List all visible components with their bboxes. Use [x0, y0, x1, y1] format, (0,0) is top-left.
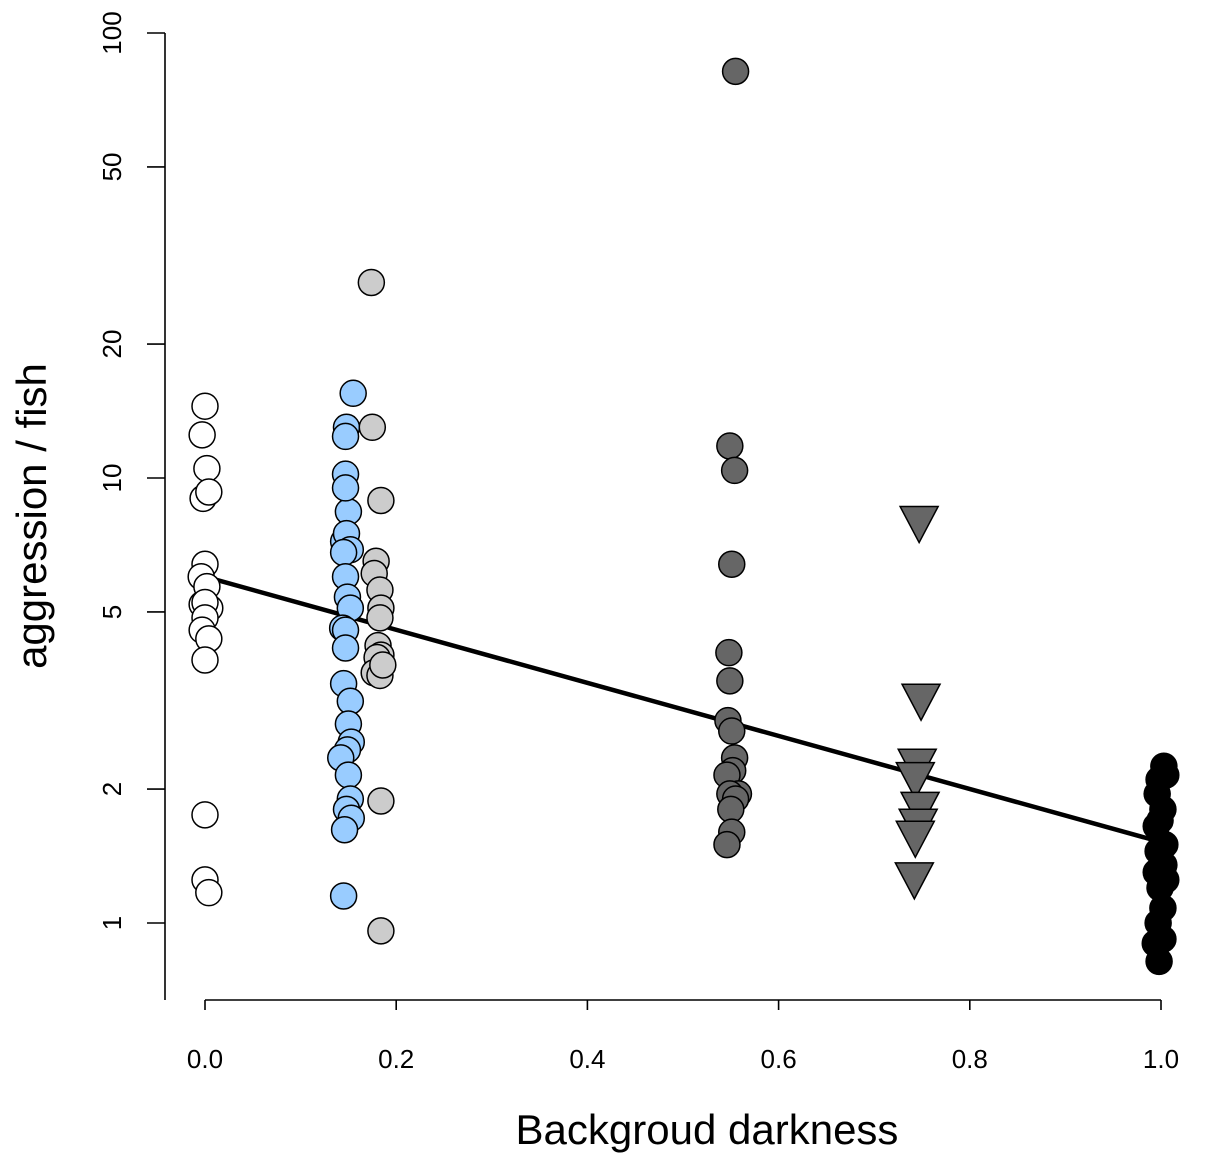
data-points: [187, 57, 1180, 976]
data-point: [358, 413, 387, 442]
x-tick-label: 0.0: [187, 1044, 223, 1074]
data-point: [336, 687, 365, 716]
data-point: [367, 917, 395, 945]
data-point: [900, 683, 942, 722]
data-point: [895, 820, 936, 859]
series-group: [713, 57, 753, 859]
data-point: [331, 634, 360, 662]
data-point: [895, 761, 936, 801]
data-point: [1145, 947, 1173, 976]
data-point: [334, 761, 363, 789]
x-tick-label: 1.0: [1143, 1044, 1179, 1074]
data-point: [357, 268, 386, 297]
data-point: [195, 878, 223, 907]
y-tick-label: 50: [97, 152, 127, 181]
y-tick-label: 20: [97, 330, 127, 359]
series-group: [187, 392, 224, 907]
data-point: [331, 422, 360, 451]
regression-fit: [204, 574, 1162, 845]
data-point: [367, 486, 395, 515]
data-point: [329, 538, 358, 567]
x-axis-title: Backgroud darkness: [516, 1106, 899, 1153]
fit-line: [204, 574, 1162, 845]
data-point: [894, 862, 935, 901]
data-point: [369, 651, 397, 679]
data-point: [718, 717, 746, 745]
x-tick-label: 0.6: [761, 1044, 797, 1074]
data-point: [713, 830, 741, 859]
data-point: [330, 816, 359, 844]
data-point: [195, 478, 223, 506]
data-point: [191, 801, 219, 829]
y-tick-label: 100: [97, 11, 127, 54]
data-point: [366, 604, 394, 632]
series-group: [1141, 752, 1180, 976]
y-tick-label: 2: [97, 782, 127, 796]
data-point: [191, 646, 219, 674]
axes: 0.0 0.2 0.4 0.6 0.8 1.0 1 2 5 10 20 50 100: [97, 11, 1179, 1074]
data-point: [716, 667, 744, 695]
y-tick-label: 10: [97, 464, 127, 493]
x-tick-label: 0.4: [569, 1044, 605, 1074]
x-tick-label: 0.2: [378, 1044, 414, 1074]
data-point: [339, 379, 367, 408]
data-point: [716, 432, 744, 460]
data-point: [193, 454, 221, 483]
data-point: [191, 392, 219, 420]
data-point: [898, 505, 940, 545]
data-point: [367, 787, 395, 815]
data-point: [188, 421, 216, 449]
y-axis-title: aggression / fish: [8, 363, 55, 669]
data-point: [718, 550, 746, 578]
series-group: [327, 379, 367, 910]
series-group: [894, 505, 942, 901]
x-tick-label: 0.8: [952, 1044, 988, 1074]
data-point: [720, 456, 749, 485]
data-point: [721, 57, 750, 86]
data-point: [329, 882, 358, 910]
y-tick-label: 1: [97, 916, 127, 930]
data-point: [715, 638, 743, 667]
series-group: [357, 268, 397, 945]
data-point: [331, 474, 360, 502]
y-tick-label: 5: [97, 605, 127, 619]
